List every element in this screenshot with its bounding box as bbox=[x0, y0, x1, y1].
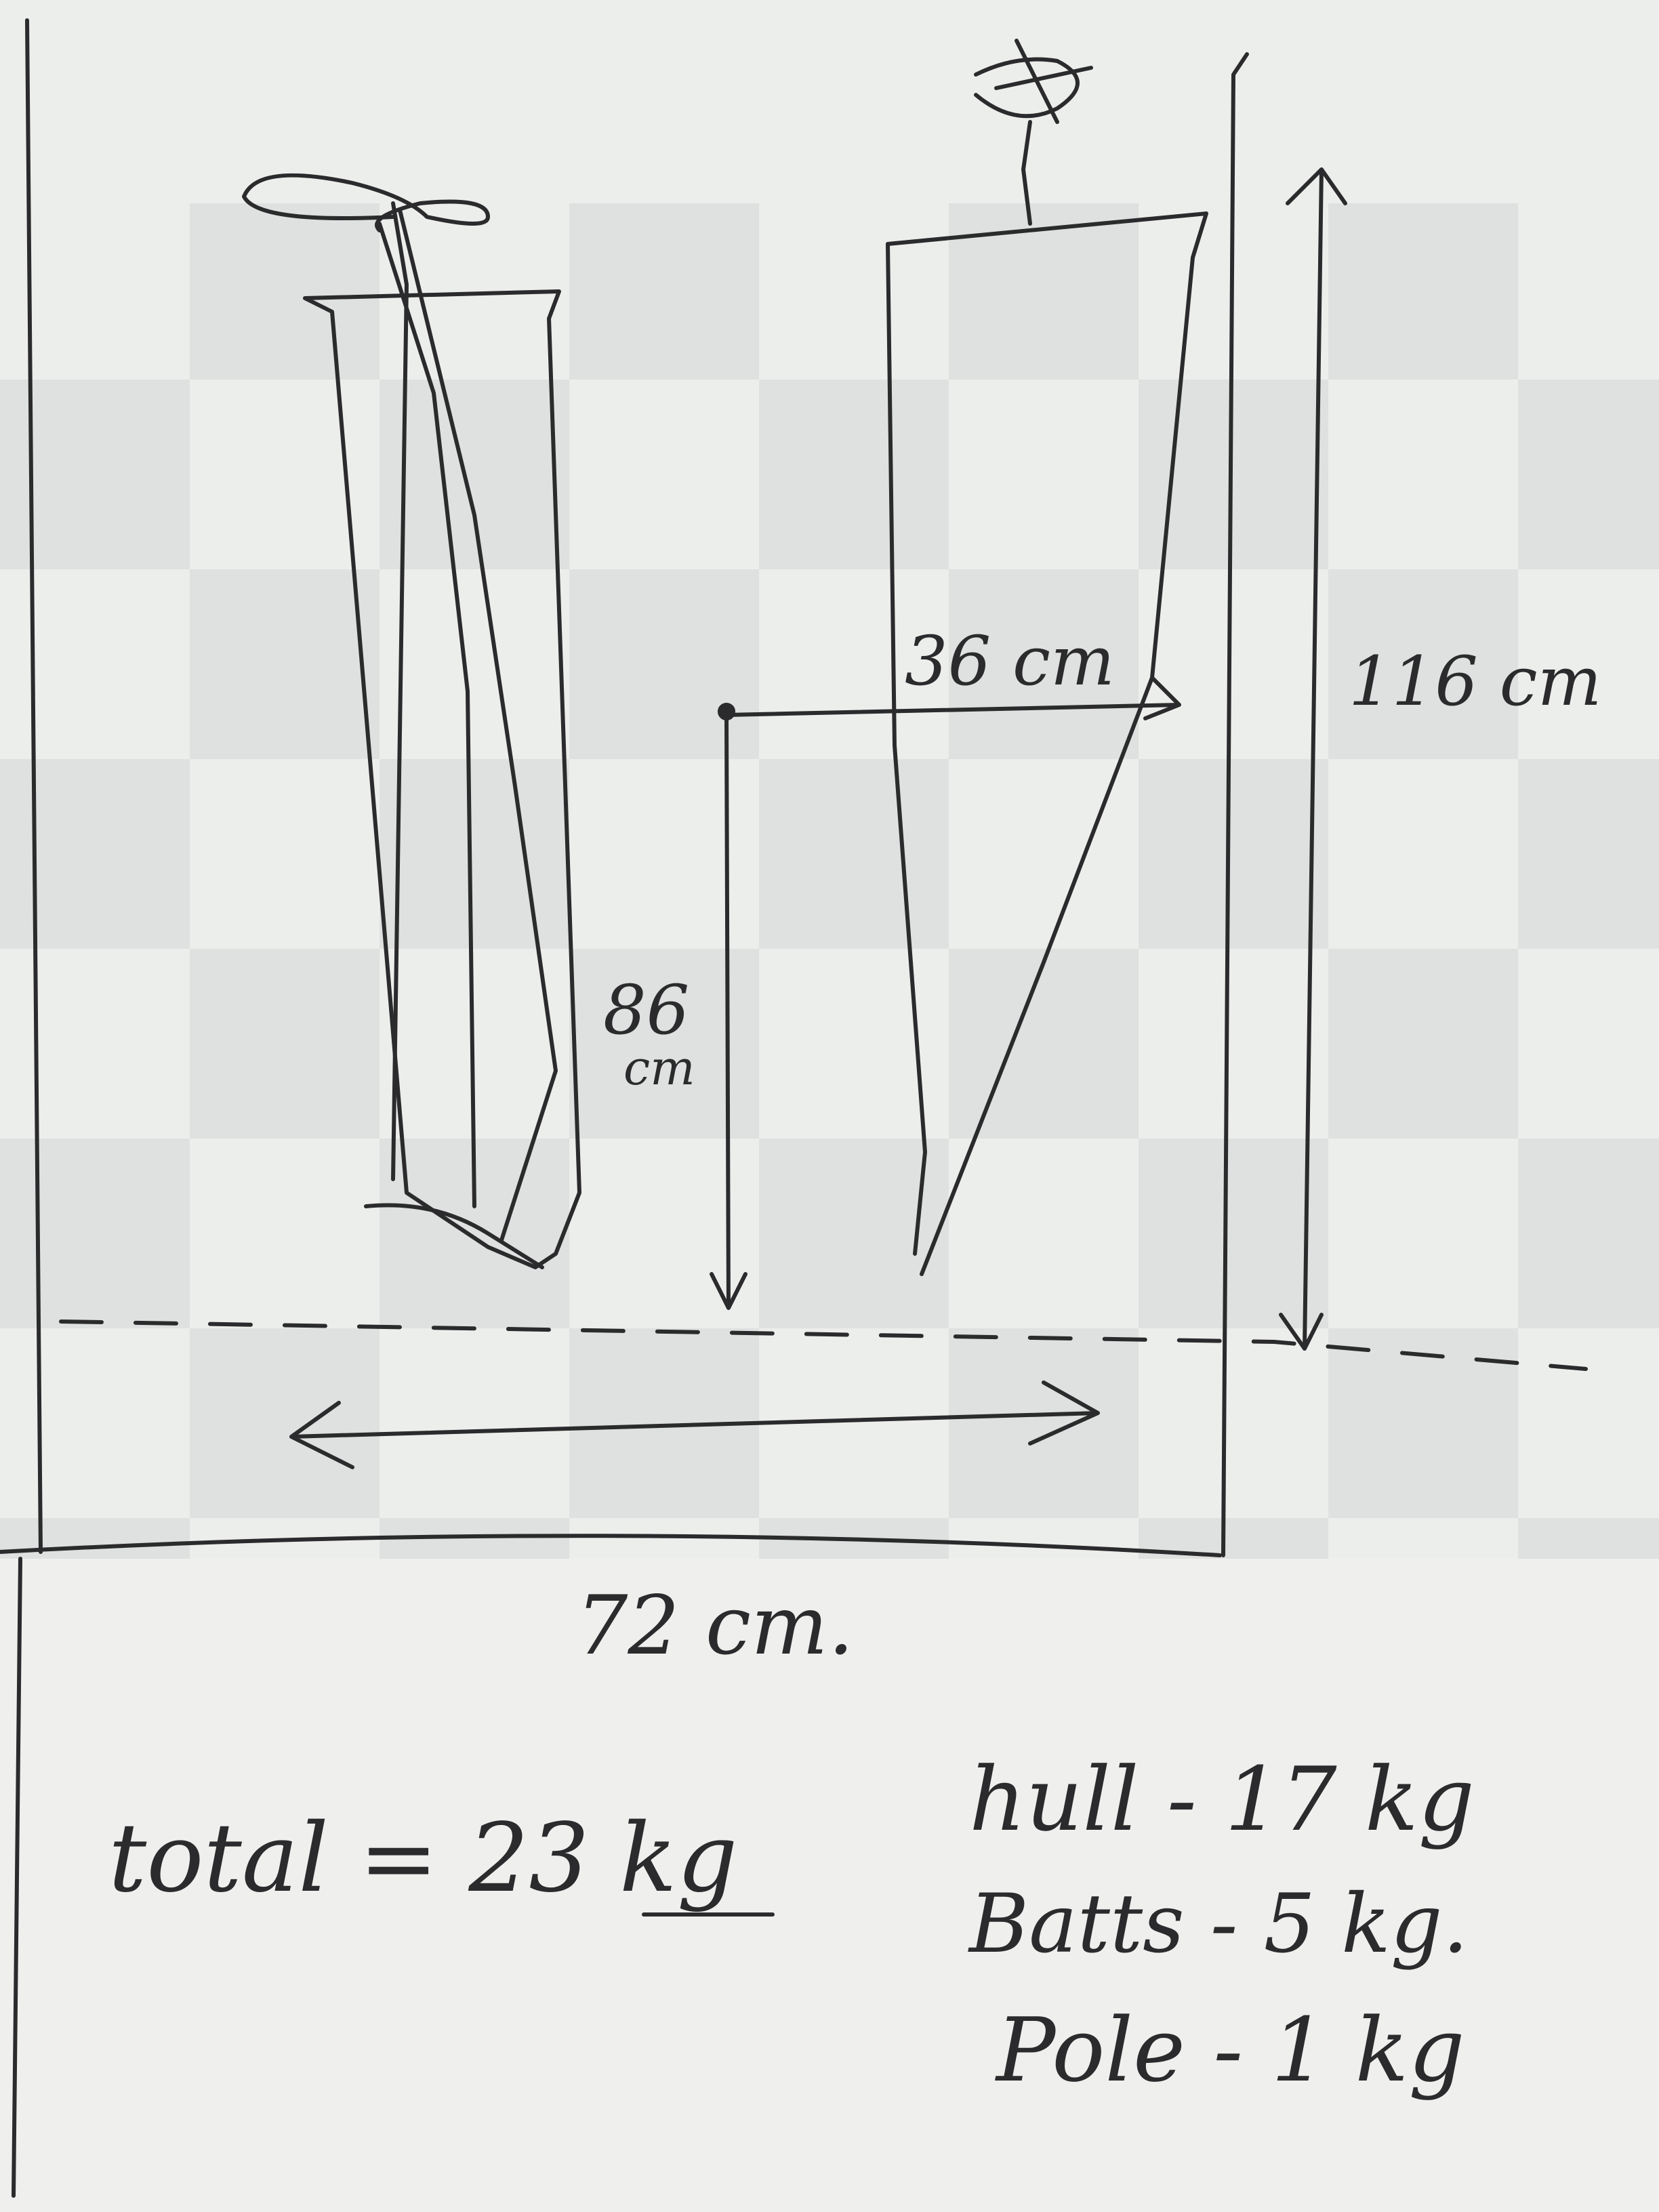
mast-height-number: 86 bbox=[603, 970, 689, 1050]
bottom-frame-line bbox=[0, 1534, 1222, 1557]
right-sail-drawing bbox=[886, 39, 1208, 1276]
right-frame-line bbox=[1221, 52, 1249, 1557]
overall-width-label: 72 cm. bbox=[576, 1579, 854, 1673]
offset-label: 36 cm bbox=[905, 621, 1115, 701]
lower-paper bbox=[0, 1559, 1659, 2212]
battens-weight: Batts - 5 kg. bbox=[968, 1877, 1469, 1971]
pole-weight: Pole - 1 kg bbox=[995, 1999, 1465, 2102]
overall-width-arrow bbox=[289, 1380, 1100, 1469]
mast-height-arrow bbox=[710, 716, 747, 1310]
left-frame-line bbox=[12, 18, 43, 2198]
waterline-dashed bbox=[59, 1319, 1588, 1371]
mast-height-unit: cm bbox=[623, 1040, 695, 1096]
total-weight: total = 23 kg bbox=[108, 1803, 737, 1914]
overall-height-arrow bbox=[1279, 167, 1347, 1351]
left-sail-drawing bbox=[242, 173, 581, 1269]
offset-dimension-line bbox=[724, 676, 1181, 720]
overall-height-label: 116 cm bbox=[1349, 642, 1602, 721]
checker-pattern bbox=[0, 203, 1659, 1579]
hull-weight: hull - 17 kg bbox=[969, 1748, 1475, 1851]
